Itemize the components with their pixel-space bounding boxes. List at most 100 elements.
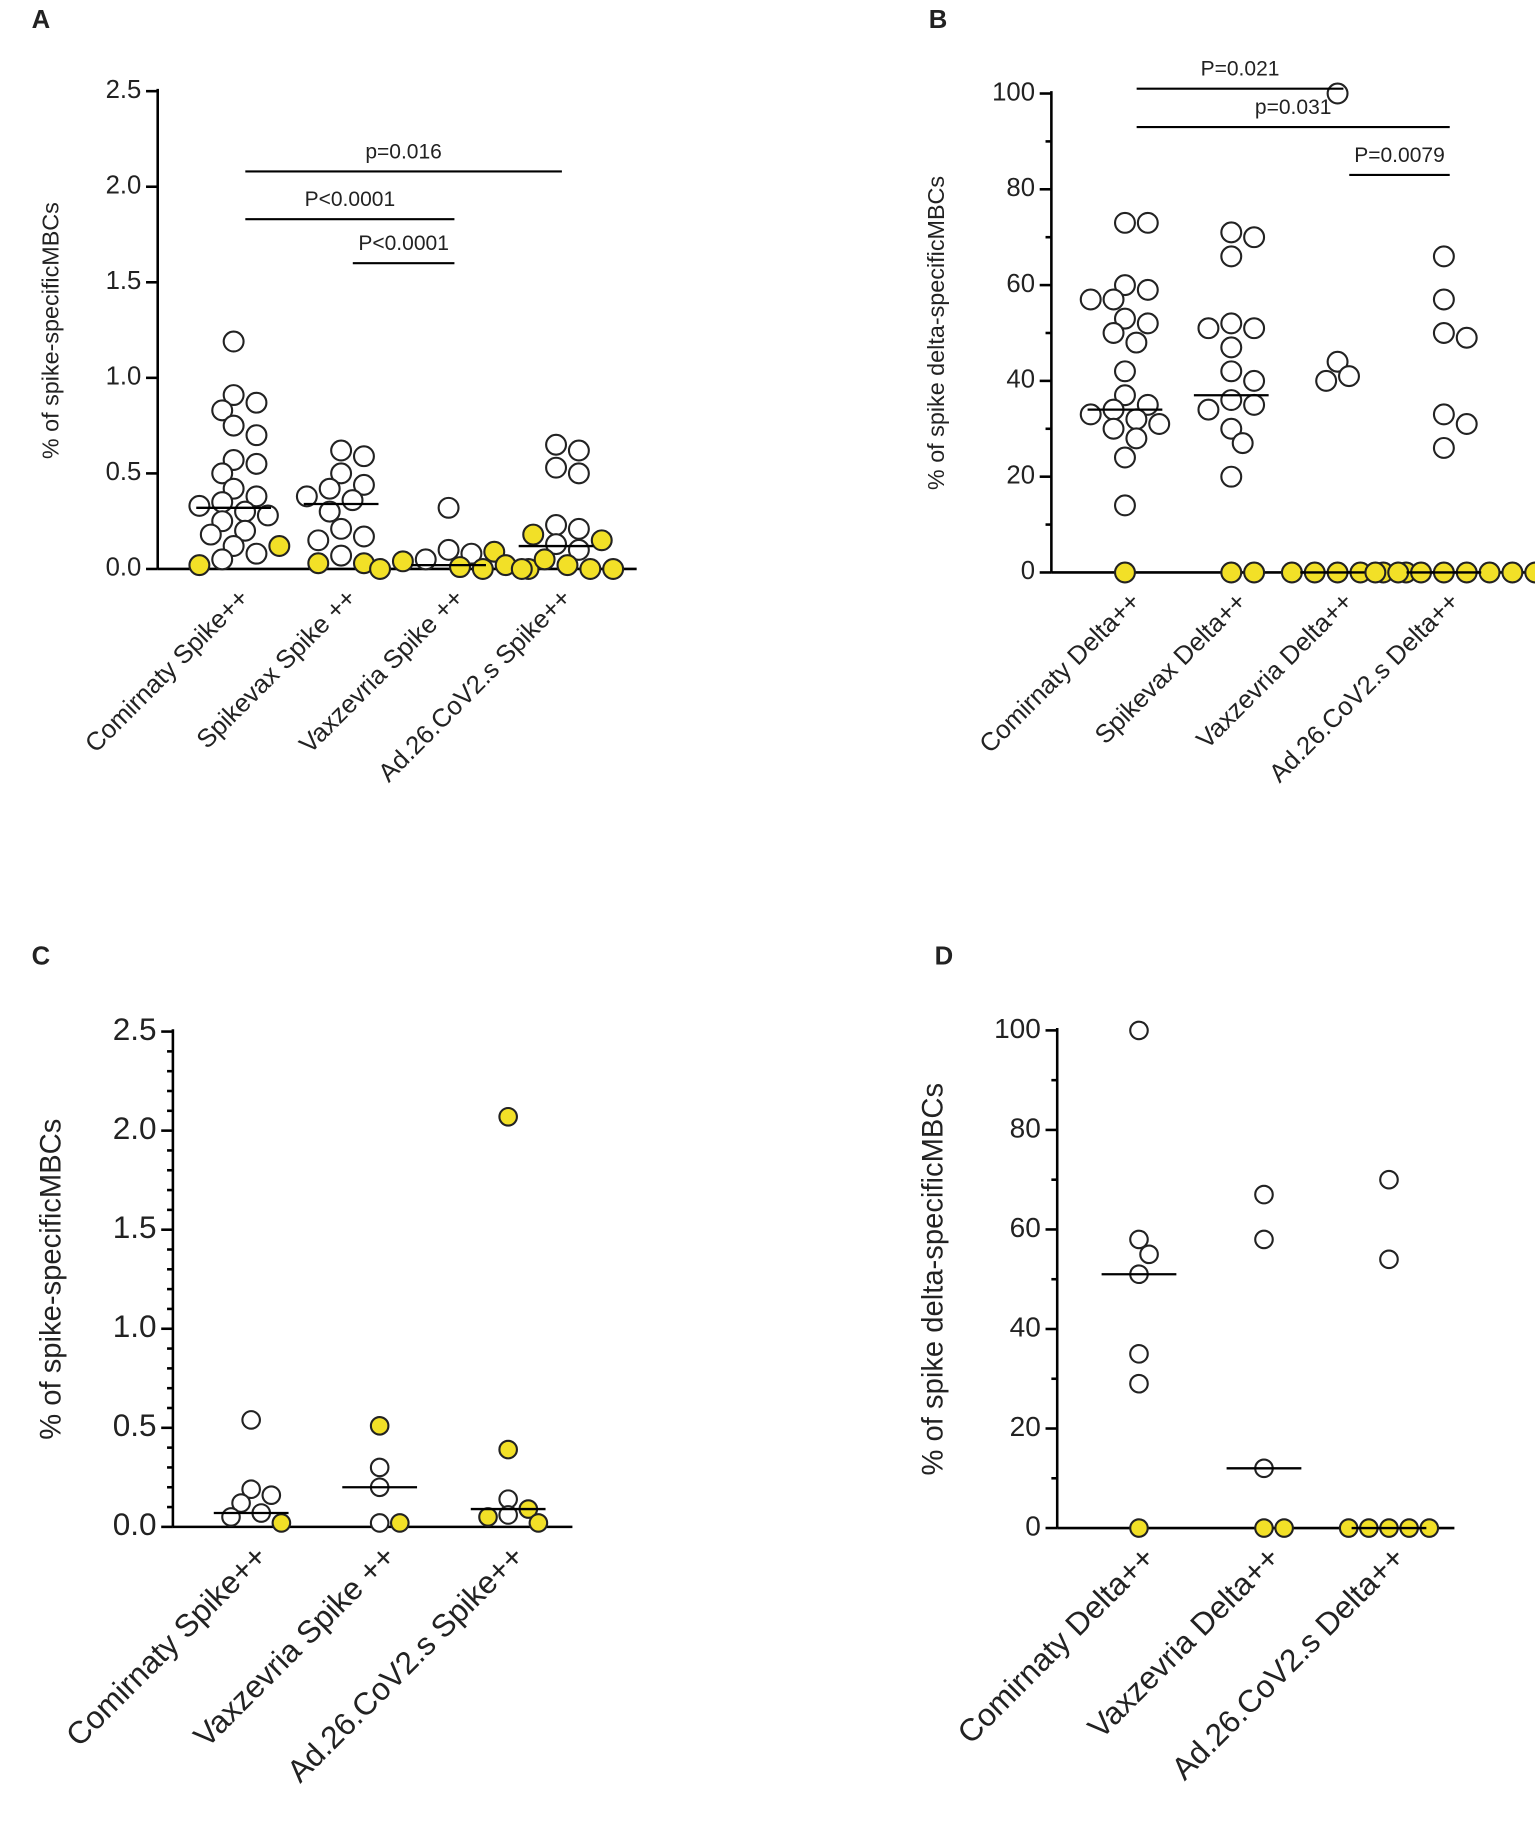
data-point: [1129, 1373, 1149, 1394]
y-tick-label: 20: [1006, 461, 1035, 489]
data-point: [1501, 561, 1524, 584]
y-tick-label: 40: [1006, 366, 1035, 394]
data-point: [245, 391, 268, 414]
data-point: [221, 1507, 241, 1527]
data-point: [567, 517, 590, 540]
data-point: [1113, 211, 1136, 234]
data-point: [245, 485, 268, 508]
data-point: [1243, 369, 1266, 392]
data-point: [1326, 350, 1349, 373]
data-point: [1243, 393, 1266, 416]
panel-label: D: [935, 943, 954, 971]
data-point: [1079, 288, 1102, 311]
y-tick-label: 1.0: [113, 1308, 157, 1344]
data-point: [1129, 1229, 1149, 1250]
significance-label: P=0.021: [1201, 58, 1280, 81]
y-tick-label: 80: [1010, 1112, 1041, 1143]
data-point: [222, 330, 245, 353]
data-point: [414, 548, 437, 571]
x-tick-label: Ad.26.CoV2.s Delta++: [1264, 587, 1465, 788]
y-tick-label: 0.5: [106, 458, 142, 486]
data-point: [545, 433, 568, 456]
data-point: [1220, 465, 1243, 488]
data-point: [330, 517, 353, 540]
data-point: [1220, 245, 1243, 268]
y-tick-label: 80: [1006, 174, 1035, 202]
y-tick-label: 0: [1021, 557, 1035, 585]
data-point: [556, 554, 579, 577]
data-point: [1379, 1169, 1399, 1190]
data-point: [1231, 432, 1254, 455]
data-point: [1274, 1518, 1294, 1538]
data-point: [1125, 408, 1148, 431]
data-point: [188, 554, 211, 577]
data-point: [528, 1513, 549, 1533]
y-tick-label: 1.0: [106, 363, 142, 391]
y-tick-label: 1.5: [106, 267, 142, 295]
significance-label: p=0.031: [1255, 96, 1332, 119]
data-point: [211, 491, 234, 514]
data-point: [1113, 360, 1136, 383]
data-point: [1220, 417, 1243, 440]
data-point: [1197, 317, 1220, 340]
y-tick-label: 100: [992, 78, 1035, 106]
data-point: [307, 529, 330, 552]
data-point: [1113, 561, 1136, 584]
data-point: [234, 519, 257, 542]
y-axis-label: % of spike delta-specificMBCs: [923, 176, 949, 490]
data-point: [471, 557, 494, 580]
y-axis-label: % of spike-specificMBCs: [38, 202, 64, 459]
y-axis-label: % of spike delta-specificMBCs: [917, 1083, 949, 1476]
data-point: [245, 424, 268, 447]
data-point: [318, 477, 341, 500]
data-point: [241, 1479, 261, 1500]
significance-label: P=0.0079: [1354, 144, 1445, 167]
data-point: [449, 556, 471, 579]
data-point: [261, 1485, 282, 1505]
x-tick-label: Ad.26.CoV2.s Spike++: [373, 584, 577, 788]
y-tick-label: 60: [1006, 270, 1035, 298]
x-tick-label: Ad.26.CoV2.s Delta++: [1164, 1539, 1411, 1786]
y-tick-label: 0.0: [113, 1506, 157, 1542]
data-point: [545, 456, 568, 479]
data-point: [1139, 1244, 1159, 1265]
data-point: [234, 500, 257, 523]
y-tick-label: 2.5: [113, 1011, 157, 1047]
data-point: [318, 500, 341, 523]
data-point: [1315, 369, 1338, 392]
data-point: [1432, 322, 1455, 344]
data-point: [211, 548, 234, 571]
data-point: [1220, 389, 1243, 412]
data-point: [1197, 398, 1220, 421]
data-point: [1243, 317, 1266, 340]
data-point: [522, 523, 545, 546]
data-point: [241, 1410, 261, 1430]
data-point: [352, 445, 375, 468]
data-point: [369, 1457, 390, 1478]
data-point: [1254, 1518, 1274, 1538]
data-point: [567, 439, 590, 462]
data-point: [1243, 561, 1266, 584]
data-point: [1136, 211, 1159, 234]
data-point: [1220, 336, 1243, 359]
data-point: [478, 1507, 498, 1527]
data-point: [1113, 446, 1136, 469]
data-point: [602, 557, 625, 580]
data-point: [1243, 226, 1266, 249]
data-point: [1432, 436, 1455, 459]
data-point: [199, 523, 222, 546]
y-tick-label: 2.5: [106, 76, 142, 104]
y-tick-label: 0.5: [113, 1407, 157, 1443]
data-point: [1125, 331, 1148, 354]
data-point: [579, 557, 602, 580]
data-point: [1102, 288, 1125, 311]
data-point: [352, 473, 375, 496]
y-tick-label: 100: [994, 1013, 1041, 1044]
data-point: [222, 384, 245, 407]
panel-label: A: [32, 6, 51, 34]
data-point: [1129, 1518, 1149, 1538]
data-point: [330, 462, 353, 485]
y-tick-label: 1.5: [113, 1209, 157, 1245]
data-point: [1379, 1249, 1399, 1270]
y-tick-label: 0.0: [106, 554, 142, 582]
